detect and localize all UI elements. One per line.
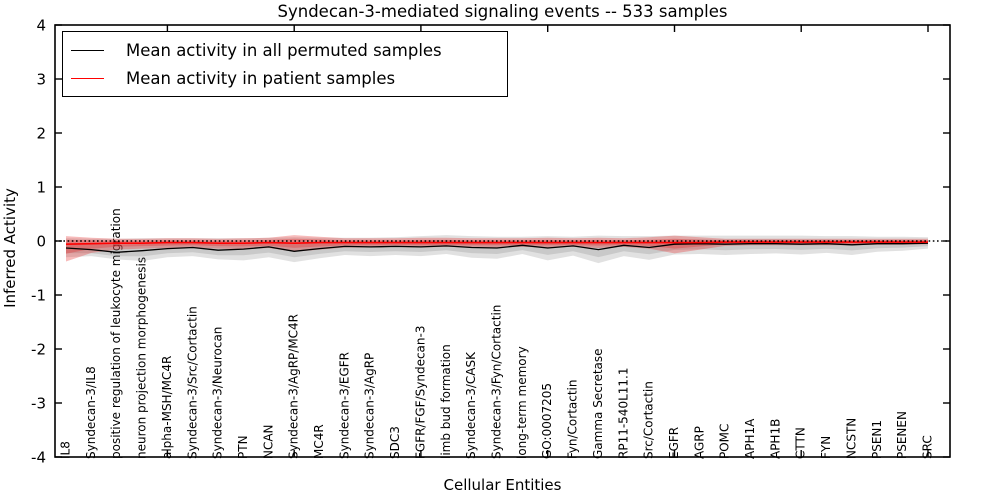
chart-title: Syndecan-3-mediated signaling events -- …: [277, 2, 728, 21]
svg-text:RP11-540L11.1: RP11-540L11.1: [616, 368, 630, 459]
svg-text:POMC: POMC: [718, 424, 732, 459]
svg-text:positive regulation of leukocy: positive regulation of leukocyte migrati…: [109, 208, 123, 459]
svg-text:-4: -4: [31, 449, 46, 467]
svg-text:Syndecan-3/AgRP: Syndecan-3/AgRP: [363, 353, 377, 459]
legend-entry-permuted: Mean activity in all permuted samples: [71, 39, 507, 61]
svg-text:Syndecan-3/AgRP/MC4R: Syndecan-3/AgRP/MC4R: [287, 314, 301, 459]
svg-text:Syndecan-3/Src/Cortactin: Syndecan-3/Src/Cortactin: [185, 306, 199, 459]
svg-text:PSENEN: PSENEN: [895, 411, 909, 459]
legend-label-permuted: Mean activity in all permuted samples: [126, 40, 442, 60]
legend-label-patient: Mean activity in patient samples: [126, 68, 396, 88]
svg-text:GO:0007205: GO:0007205: [540, 383, 554, 459]
x-axis-label: Cellular Entities: [443, 476, 562, 494]
svg-text:AGRP: AGRP: [692, 426, 706, 459]
svg-text:limb bud formation: limb bud formation: [439, 344, 453, 459]
svg-text:-3: -3: [31, 395, 46, 413]
svg-text:-1: -1: [31, 287, 46, 305]
svg-text:FYN: FYN: [819, 436, 833, 459]
svg-text:EGFR: EGFR: [667, 427, 681, 459]
svg-text:NCAN: NCAN: [261, 424, 275, 459]
svg-text:alpha-MSH/MC4R: alpha-MSH/MC4R: [160, 356, 174, 459]
svg-text:neuron projection morphogenesi: neuron projection morphogenesis: [135, 257, 149, 459]
svg-text:Syndecan-3/CASK: Syndecan-3/CASK: [464, 351, 478, 459]
svg-text:APH1A: APH1A: [743, 418, 757, 459]
svg-text:Fyn/Cortactin: Fyn/Cortactin: [566, 379, 580, 459]
svg-text:Syndecan-3/Neurocan: Syndecan-3/Neurocan: [211, 327, 225, 459]
svg-text:SRC: SRC: [921, 435, 935, 459]
svg-text:IL8: IL8: [59, 441, 73, 459]
svg-text:SDC3: SDC3: [388, 426, 402, 459]
svg-text:Syndecan-3/EGFR: Syndecan-3/EGFR: [337, 352, 351, 459]
svg-text:-2: -2: [31, 341, 46, 359]
svg-text:FGFR/FGF/Syndecan-3: FGFR/FGF/Syndecan-3: [413, 326, 427, 459]
svg-text:Src/Cortactin: Src/Cortactin: [642, 381, 656, 459]
svg-text:APH1B: APH1B: [768, 419, 782, 459]
legend-entry-patient: Mean activity in patient samples: [71, 67, 507, 89]
svg-text:3: 3: [36, 71, 46, 89]
svg-text:Gamma Secretase: Gamma Secretase: [591, 348, 605, 459]
svg-text:CTTN: CTTN: [794, 427, 808, 459]
svg-text:0: 0: [36, 233, 46, 251]
svg-text:NCSTN: NCSTN: [844, 418, 858, 459]
black-line-swatch-icon: [71, 49, 104, 51]
svg-text:MC4R: MC4R: [312, 424, 326, 459]
legend: Mean activity in all permuted samples Me…: [62, 31, 508, 97]
svg-text:4: 4: [36, 17, 46, 35]
red-line-swatch-icon: [71, 77, 104, 79]
svg-text:2: 2: [36, 125, 46, 143]
svg-text:Syndecan-3/Fyn/Cortactin: Syndecan-3/Fyn/Cortactin: [490, 305, 504, 459]
svg-text:1: 1: [36, 179, 46, 197]
svg-text:Syndecan-3/IL8: Syndecan-3/IL8: [84, 366, 98, 459]
svg-text:PSEN1: PSEN1: [870, 420, 884, 459]
svg-text:long-term memory: long-term memory: [515, 346, 529, 459]
svg-text:PTN: PTN: [236, 435, 250, 459]
